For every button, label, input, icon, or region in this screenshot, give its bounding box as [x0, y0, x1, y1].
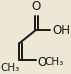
Text: CH₃: CH₃	[1, 63, 20, 73]
Text: O: O	[38, 56, 47, 69]
Text: CH₃: CH₃	[44, 57, 63, 67]
Text: O: O	[31, 0, 40, 13]
Text: OH: OH	[52, 24, 70, 37]
